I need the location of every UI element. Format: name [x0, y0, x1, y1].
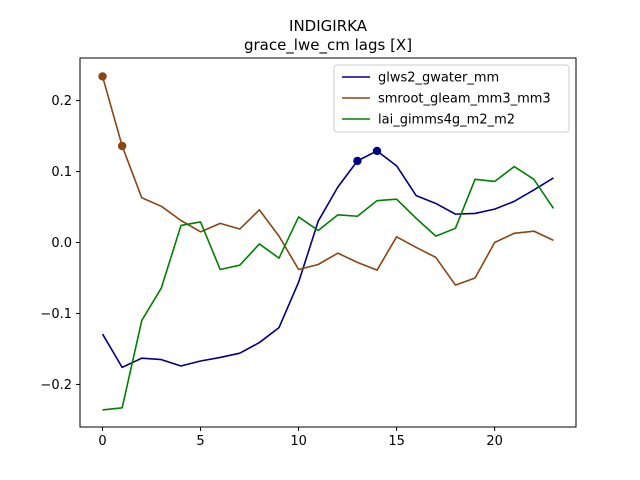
- y-tick-label: 0.0: [51, 236, 72, 251]
- x-tick-label: 5: [196, 434, 204, 449]
- x-tick-label: 15: [388, 434, 405, 449]
- y-tick-label: 0.1: [51, 165, 72, 180]
- legend-label-1: smroot_gleam_mm3_mm3: [378, 92, 551, 107]
- x-tick-label: 10: [290, 434, 307, 449]
- highlight-point: [117, 141, 127, 151]
- y-tick-label: 0.2: [51, 94, 72, 109]
- chart-subtitle: grace_lwe_cm lags [X]: [244, 36, 412, 55]
- series-line-0: [101, 150, 554, 369]
- legend: glws2_gwater_mm smroot_gleam_mm3_mm3 lai_g…: [333, 64, 570, 133]
- highlight-point: [353, 156, 362, 166]
- legend-label-0: glws2_gwater_mm: [378, 71, 499, 86]
- highlight-point: [98, 72, 107, 81]
- x-tick-label: 20: [486, 434, 503, 449]
- y-tick-label: −0.2: [40, 378, 72, 393]
- y-tick-label: −0.1: [40, 307, 72, 322]
- legend-box: [333, 64, 570, 133]
- legend-label-2: lai_gimms4g_m2_m2: [378, 113, 515, 128]
- highlight-point: [372, 146, 382, 156]
- chart-title: INDIGIRKA: [289, 17, 368, 35]
- series-line-2: [102, 165, 555, 411]
- x-tick-label: 0: [98, 434, 106, 449]
- plot-area: 0 5 10 15 20 −0.2 −0.1 0.0 0.1 0.2: [40, 57, 577, 449]
- series-line-1: [101, 76, 554, 286]
